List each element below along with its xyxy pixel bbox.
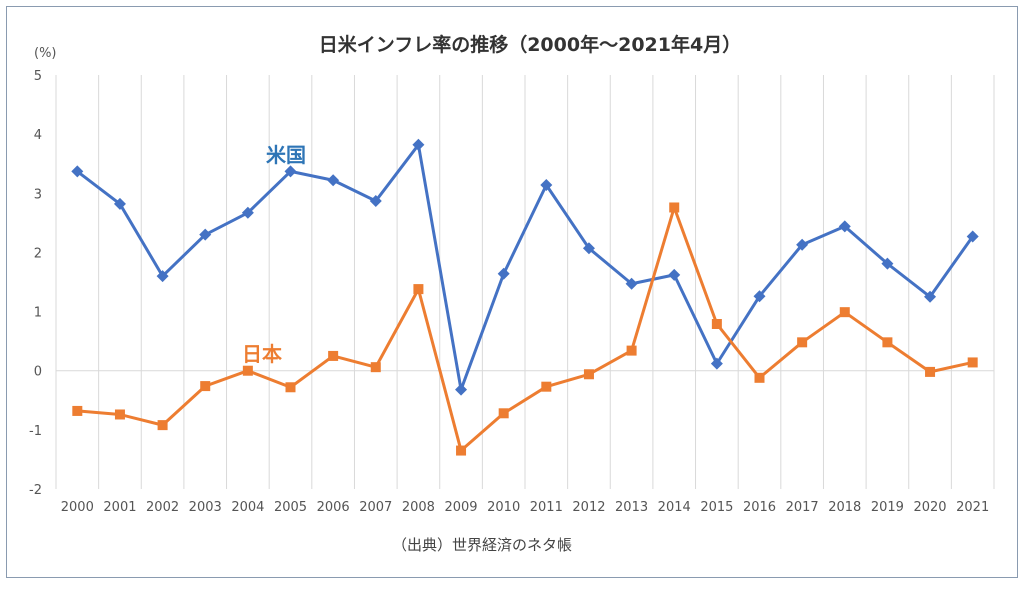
series-label-us: 米国 <box>266 143 306 167</box>
x-tick-label: 2003 <box>189 500 222 515</box>
data-point-1 <box>839 307 850 318</box>
data-point-0 <box>455 383 468 396</box>
data-point-1 <box>242 365 253 376</box>
x-tick-label: 2013 <box>615 500 648 515</box>
data-point-0 <box>369 194 382 207</box>
data-point-0 <box>497 267 510 280</box>
data-point-1 <box>370 362 381 373</box>
data-point-0 <box>241 206 254 219</box>
y-axis-unit: (%) <box>34 46 57 61</box>
data-point-0 <box>796 238 809 251</box>
data-point-0 <box>582 242 595 255</box>
data-point-0 <box>838 220 851 233</box>
x-tick-label: 2020 <box>913 500 946 515</box>
data-point-1 <box>498 408 509 419</box>
x-tick-label: 2008 <box>402 500 435 515</box>
x-tick-label: 2001 <box>103 500 136 515</box>
data-point-0 <box>625 277 638 290</box>
x-tick-label: 2000 <box>61 500 94 515</box>
data-point-1 <box>797 337 808 348</box>
data-point-1 <box>669 202 680 213</box>
data-point-1 <box>925 366 936 377</box>
data-point-1 <box>456 445 467 456</box>
data-point-0 <box>327 174 340 187</box>
y-tick-label: -1 <box>29 424 42 439</box>
data-point-0 <box>156 270 169 283</box>
x-tick-label: 2005 <box>274 500 307 515</box>
chart-title: 日米インフレ率の推移（2000年～2021年4月） <box>319 33 741 56</box>
y-axis-ticks: -2 -1 0 1 2 3 4 5 <box>29 69 42 498</box>
data-point-1 <box>413 284 424 295</box>
data-point-0 <box>71 165 84 178</box>
x-tick-label: 2021 <box>956 500 989 515</box>
chart-frame <box>6 6 1018 578</box>
x-tick-label: 2012 <box>572 500 605 515</box>
x-tick-label: 2007 <box>359 500 392 515</box>
x-tick-label: 2010 <box>487 500 520 515</box>
series-line-1 <box>77 205 974 453</box>
y-tick-label: -2 <box>29 483 42 498</box>
series-markers <box>71 138 979 456</box>
data-point-1 <box>541 381 552 392</box>
x-tick-label: 2015 <box>700 500 733 515</box>
x-tick-label: 2019 <box>871 500 904 515</box>
x-tick-label: 2004 <box>231 500 264 515</box>
data-point-0 <box>284 165 297 178</box>
data-point-1 <box>114 409 125 420</box>
y-tick-label: 5 <box>34 69 42 84</box>
data-point-1 <box>626 345 637 356</box>
data-point-0 <box>113 197 126 210</box>
data-point-0 <box>540 179 553 192</box>
data-point-0 <box>881 257 894 270</box>
y-tick-label: 0 <box>34 365 42 380</box>
x-tick-label: 2014 <box>658 500 691 515</box>
data-point-0 <box>668 268 681 281</box>
x-tick-label: 2009 <box>444 500 477 515</box>
data-point-1 <box>882 337 893 348</box>
y-tick-label: 3 <box>34 187 42 202</box>
x-axis-ticks: 2000 2001 2002 2003 2004 2005 2006 2007 2008 2009… <box>61 500 989 515</box>
y-tick-label: 4 <box>34 128 42 143</box>
data-point-1 <box>72 405 83 416</box>
data-point-1 <box>285 382 296 393</box>
data-point-1 <box>967 357 978 368</box>
x-tick-label: 2017 <box>786 500 819 515</box>
data-point-1 <box>200 381 211 392</box>
x-tick-label: 2016 <box>743 500 776 515</box>
x-tick-label: 2018 <box>828 500 861 515</box>
grid-lines <box>55 75 995 489</box>
data-point-0 <box>753 290 766 303</box>
series-line-0 <box>76 143 974 392</box>
source-note: （出典）世界経済のネタ帳 <box>392 536 572 554</box>
series-label-japan: 日本 <box>242 342 282 366</box>
data-point-1 <box>711 318 722 329</box>
x-tick-label: 2011 <box>530 500 563 515</box>
y-tick-label: 1 <box>34 306 42 321</box>
series-lines <box>76 143 974 453</box>
data-point-1 <box>583 369 594 380</box>
x-tick-label: 2002 <box>146 500 179 515</box>
data-point-0 <box>924 290 937 303</box>
data-point-1 <box>328 350 339 361</box>
data-point-1 <box>157 420 168 431</box>
x-tick-label: 2006 <box>317 500 350 515</box>
data-point-0 <box>966 230 979 243</box>
y-tick-label: 2 <box>34 246 42 261</box>
data-point-0 <box>710 357 723 370</box>
data-point-0 <box>199 228 212 241</box>
data-point-1 <box>754 372 765 383</box>
data-point-0 <box>412 138 425 151</box>
